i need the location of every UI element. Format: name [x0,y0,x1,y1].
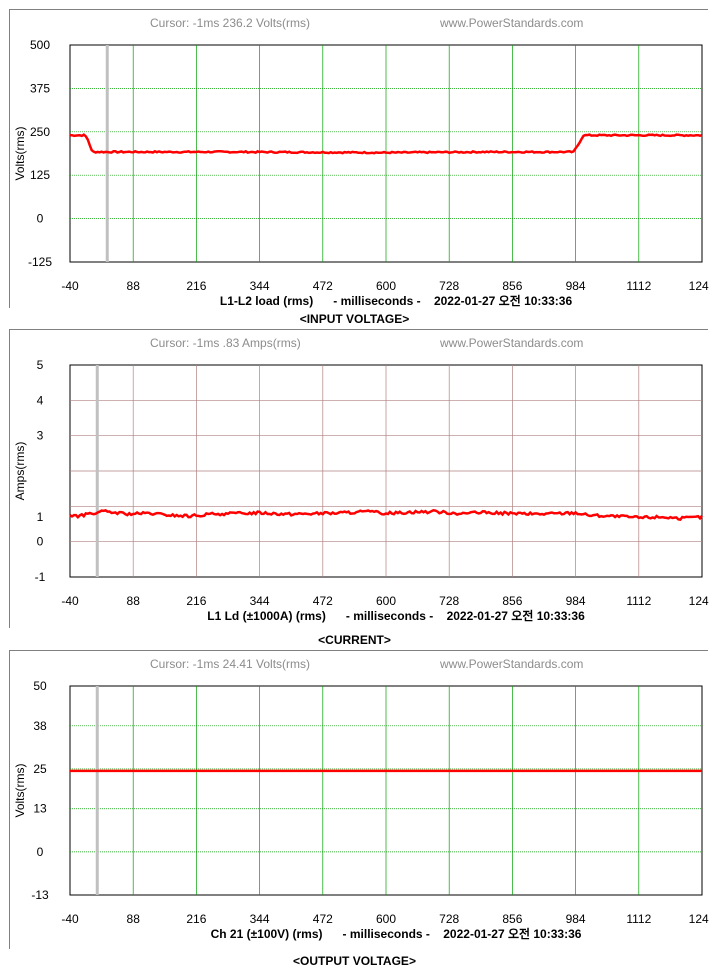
y-tick-label: 0 [37,212,44,226]
current-chart: Cursor: -1ms .83 Amps(rms) www.PowerStand… [9,329,709,628]
x-tick-label: 856 [502,279,522,293]
x-tick-label: 88 [127,594,141,608]
x-tick-label: 728 [439,594,459,608]
cursor-readout: Cursor: -1ms 24.41 Volts(rms) [150,657,310,671]
output-voltage-caption: <OUTPUT VOLTAGE> [293,954,416,968]
x-tick-label: 472 [313,279,333,293]
x-tick-label: 984 [566,594,586,608]
x-tick-label: 1112 [626,912,651,926]
capture-datetime: 2022-01-27 오전 10:33:36 [447,608,585,623]
y-tick-label: 0 [37,535,44,549]
input-voltage-caption: <INPUT VOLTAGE> [299,312,410,326]
capture-datetime: 2022-01-27 오전 10:33:36 [434,293,572,308]
capture-datetime: 2022-01-27 오전 10:33:36 [443,926,581,941]
channel-name: L1 Ld (±1000A) (rms) [207,609,326,623]
series-line [69,509,703,521]
x-tick-label: 216 [186,594,206,608]
cursor-readout: Cursor: -1ms .83 Amps(rms) [150,336,301,350]
y-tick-label: 3 [37,429,44,443]
x-tick-label: 344 [250,594,270,608]
x-tick-label: 728 [439,912,459,926]
channel-name: Ch 21 (±100V) (rms) [211,927,323,941]
x-tick-label: 600 [376,594,396,608]
x-tick-label: 472 [313,594,333,608]
time-unit: - milliseconds - [333,294,420,308]
y-axis-label: Volts(rms) [13,126,27,180]
x-tick-label: 216 [186,912,206,926]
x-tick-label: 984 [566,912,586,926]
input-voltage-plot: Cursor: -1ms 236.2 Volts(rms) www.PowerSt… [13,16,709,308]
x-tick-label: 1240 [689,279,709,293]
x-tick-label: 1240 [689,594,709,608]
x-tick-label: 600 [376,279,396,293]
x-tick-label: 600 [376,912,396,926]
time-unit: - milliseconds - [343,927,430,941]
x-tick-label: 472 [313,912,333,926]
output-voltage-chart: Cursor: -1ms 24.41 Volts(rms) www.PowerSt… [9,650,709,949]
y-tick-label: 25 [33,762,47,776]
output-voltage-plot: Cursor: -1ms 24.41 Volts(rms) www.PowerSt… [13,657,709,941]
y-tick-label: 250 [30,125,50,139]
x-tick-label: 344 [250,912,270,926]
cursor-readout: Cursor: -1ms 236.2 Volts(rms) [150,16,310,30]
x-tick-label: -40 [61,279,79,293]
website-label: www.PowerStandards.com [439,336,583,350]
current-caption: <CURRENT> [318,633,391,647]
channel-name: L1-L2 load (rms) [220,294,313,308]
y-axis-label: Volts(rms) [13,763,27,817]
x-tick-label: 88 [127,279,141,293]
x-tick-label: 856 [502,912,522,926]
x-tick-label: 728 [439,279,459,293]
x-tick-label: 1112 [626,594,651,608]
y-tick-label: 50 [33,679,47,693]
y-tick-label: 1 [37,510,44,524]
time-unit: - milliseconds - [346,609,433,623]
x-tick-label: 344 [250,279,270,293]
y-axis-label: Amps(rms) [13,442,27,501]
x-axis-label: L1-L2 load (rms) - milliseconds - 2022-0… [220,293,573,308]
series-line [69,133,703,155]
x-axis-label: L1 Ld (±1000A) (rms) - milliseconds - 20… [207,608,585,623]
website-label: www.PowerStandards.com [439,16,583,30]
x-axis-label: Ch 21 (±100V) (rms) - milliseconds - 202… [211,926,582,941]
y-tick-label: 125 [30,168,50,182]
y-tick-label: 0 [37,845,44,859]
x-tick-label: 88 [127,912,141,926]
y-tick-label: 13 [33,802,47,816]
x-tick-label: 856 [502,594,522,608]
x-tick-label: -40 [61,912,79,926]
current-plot: Cursor: -1ms .83 Amps(rms) www.PowerStand… [13,336,709,623]
y-tick-label: -13 [31,888,49,902]
x-tick-label: 216 [186,279,206,293]
x-tick-label: 984 [566,279,586,293]
y-tick-label: 38 [33,719,47,733]
y-tick-label: 5 [37,358,44,372]
y-tick-label: -125 [28,255,52,269]
x-tick-label: -40 [61,594,79,608]
y-tick-label: 375 [30,81,50,95]
x-tick-label: 1112 [626,279,651,293]
y-tick-label: 4 [37,393,44,407]
y-tick-label: 500 [30,38,50,52]
x-tick-label: 1240 [689,912,709,926]
y-tick-label: -1 [35,570,46,584]
website-label: www.PowerStandards.com [439,657,583,671]
input-voltage-chart: Cursor: -1ms 236.2 Volts(rms) www.PowerSt… [9,9,709,308]
